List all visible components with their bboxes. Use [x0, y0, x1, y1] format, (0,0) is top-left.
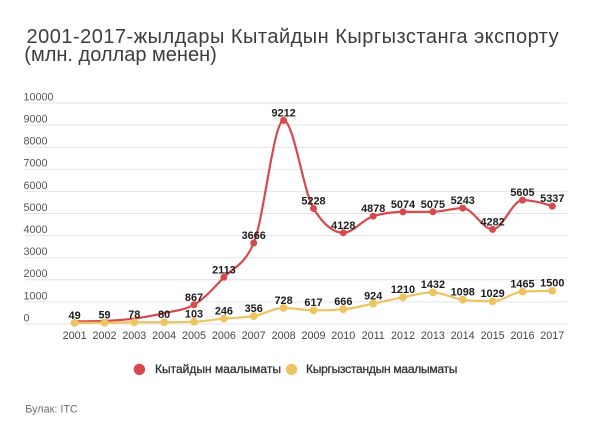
- svg-text:2011: 2011: [362, 330, 385, 342]
- svg-text:356: 356: [245, 303, 263, 315]
- svg-text:1098: 1098: [451, 287, 475, 299]
- svg-text:2007: 2007: [242, 330, 266, 342]
- svg-text:2004: 2004: [152, 330, 176, 342]
- svg-text:2013: 2013: [421, 330, 445, 342]
- svg-text:0: 0: [24, 312, 30, 324]
- svg-text:49: 49: [69, 310, 81, 322]
- svg-text:5605: 5605: [510, 187, 534, 199]
- svg-text:728: 728: [275, 295, 293, 307]
- svg-text:5000: 5000: [24, 202, 48, 214]
- svg-text:2012: 2012: [391, 330, 415, 342]
- svg-text:78: 78: [128, 309, 140, 321]
- svg-text:2017: 2017: [540, 330, 564, 342]
- svg-text:1210: 1210: [391, 284, 415, 296]
- svg-text:10000: 10000: [24, 91, 54, 103]
- svg-text:924: 924: [364, 290, 382, 302]
- svg-text:7000: 7000: [24, 158, 48, 170]
- svg-text:Булак: ITC: Булак: ITC: [25, 404, 78, 416]
- svg-text:Кытайдын маалыматы: Кытайдын маалыматы: [155, 362, 281, 376]
- svg-text:2000: 2000: [24, 268, 48, 280]
- svg-text:80: 80: [158, 309, 170, 321]
- svg-text:1500: 1500: [540, 278, 564, 290]
- svg-text:2015: 2015: [481, 330, 505, 342]
- svg-text:2001-2017-жылдары Кытайдын Кыр: 2001-2017-жылдары Кытайдын Кыргызстанга …: [27, 26, 560, 48]
- svg-text:5243: 5243: [451, 195, 475, 207]
- svg-text:9000: 9000: [24, 114, 48, 126]
- svg-text:5074: 5074: [391, 199, 415, 211]
- svg-text:1432: 1432: [421, 279, 445, 291]
- svg-text:5228: 5228: [301, 196, 325, 208]
- svg-text:2006: 2006: [212, 330, 236, 342]
- svg-text:4128: 4128: [331, 220, 355, 232]
- svg-text:6000: 6000: [24, 180, 48, 192]
- svg-text:4000: 4000: [24, 224, 48, 236]
- svg-text:4282: 4282: [480, 216, 504, 228]
- svg-text:666: 666: [334, 296, 352, 308]
- svg-text:3666: 3666: [242, 230, 266, 242]
- svg-text:246: 246: [215, 305, 233, 317]
- svg-text:Кыргызстандын маалыматы: Кыргызстандын маалыматы: [306, 362, 457, 376]
- svg-text:2001: 2001: [63, 330, 87, 342]
- svg-text:8000: 8000: [24, 136, 48, 148]
- svg-text:3000: 3000: [24, 246, 48, 258]
- svg-text:617: 617: [304, 297, 322, 309]
- svg-text:867: 867: [185, 292, 203, 304]
- svg-text:(млн. доллар менен): (млн. доллар менен): [24, 44, 216, 66]
- svg-text:2003: 2003: [122, 330, 146, 342]
- svg-text:2008: 2008: [272, 330, 296, 342]
- svg-text:103: 103: [185, 309, 203, 321]
- svg-text:2014: 2014: [451, 330, 475, 342]
- svg-text:1029: 1029: [480, 288, 504, 300]
- svg-text:4878: 4878: [361, 203, 385, 215]
- svg-text:1000: 1000: [24, 290, 48, 302]
- svg-text:2016: 2016: [510, 330, 534, 342]
- svg-text:2010: 2010: [331, 330, 355, 342]
- svg-text:2002: 2002: [92, 330, 116, 342]
- svg-text:2005: 2005: [182, 330, 206, 342]
- svg-text:2113: 2113: [212, 264, 236, 276]
- svg-text:59: 59: [98, 310, 110, 322]
- svg-text:5075: 5075: [421, 199, 445, 211]
- svg-text:2009: 2009: [301, 330, 325, 342]
- svg-text:1465: 1465: [510, 279, 534, 291]
- svg-text:9212: 9212: [271, 107, 295, 119]
- svg-text:5337: 5337: [540, 193, 564, 205]
